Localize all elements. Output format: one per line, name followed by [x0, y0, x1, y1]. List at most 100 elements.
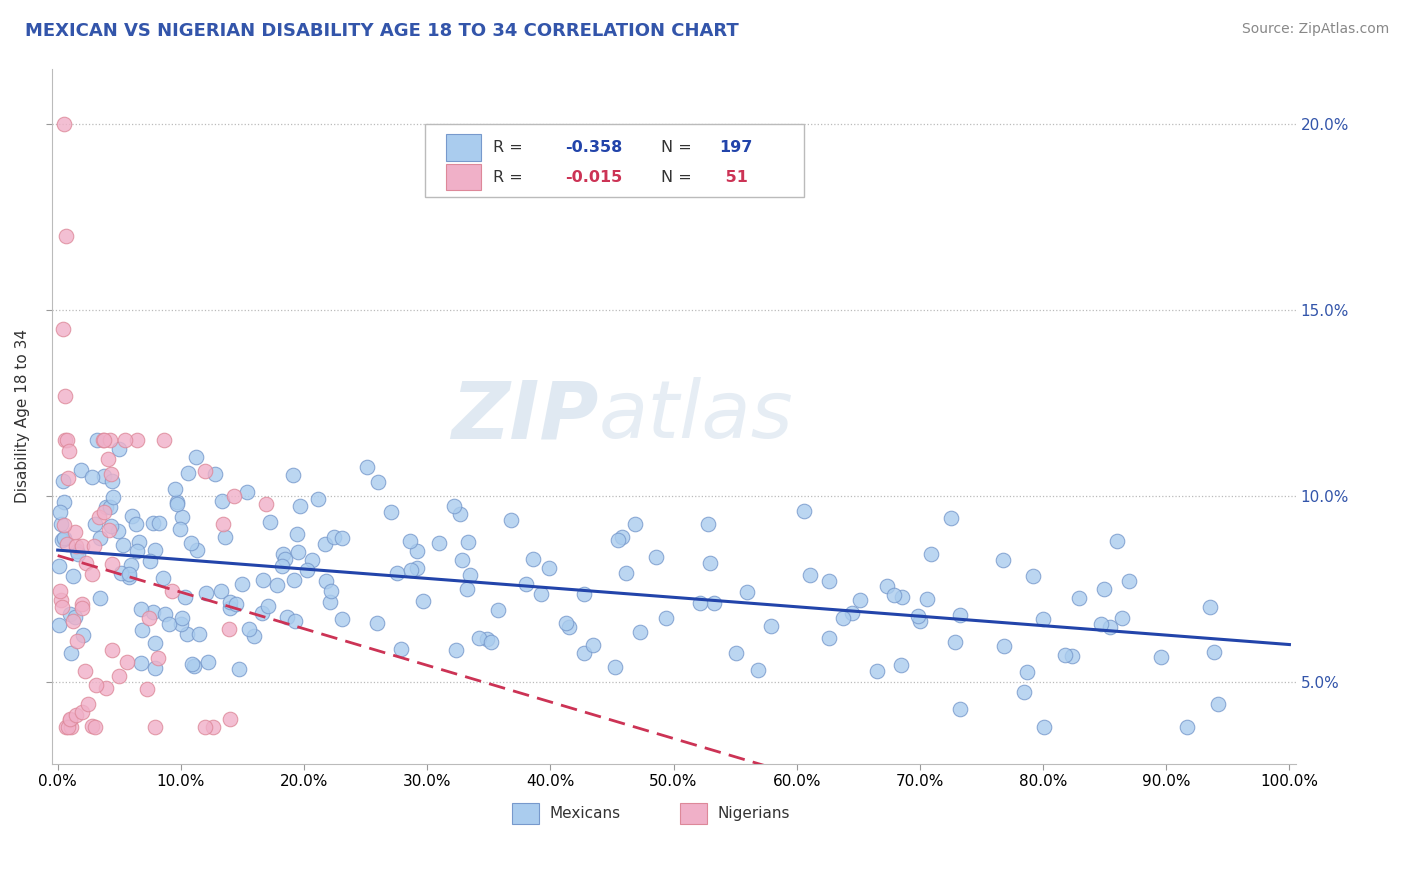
Point [56, 537, 79, 551]
Point [1107, 533, 1129, 548]
Point [818, 574, 841, 588]
Point [170, 510, 193, 524]
Bar [446, 164, 481, 190]
Point [427, 536, 450, 550]
Point [224, 489, 246, 503]
Point [155, 607, 177, 622]
Point [83, 720, 105, 734]
Point [197, 655, 219, 669]
Point [86, 678, 108, 692]
Point [456, 582, 478, 597]
Point [614, 566, 637, 580]
Point [75, 664, 97, 678]
Point [211, 517, 233, 532]
Point [83, 539, 105, 553]
Point [366, 615, 388, 630]
Point [98, 434, 121, 448]
Point [67, 547, 90, 561]
Point [468, 632, 491, 646]
Point [380, 505, 402, 519]
Point [118, 566, 141, 581]
Point [295, 563, 318, 577]
Point [114, 434, 136, 448]
Point [319, 595, 342, 609]
Point [271, 547, 294, 561]
Point [890, 658, 912, 673]
Point [330, 612, 353, 626]
Text: atlas: atlas [599, 377, 793, 455]
Point [444, 643, 467, 657]
Point [128, 534, 150, 549]
Bar [679, 804, 707, 824]
Point [284, 614, 307, 628]
Point [49, 505, 72, 519]
Point [628, 625, 651, 640]
Point [107, 669, 129, 683]
Point [242, 629, 264, 643]
Point [56, 471, 79, 485]
Point [62, 614, 84, 628]
Point [793, 504, 815, 518]
Point [759, 619, 782, 633]
Point [75, 556, 97, 570]
Point [166, 497, 188, 511]
Point [115, 655, 138, 669]
Point [65, 708, 87, 723]
Point [174, 590, 197, 604]
Text: R =: R = [494, 169, 529, 185]
Point [211, 493, 233, 508]
Point [907, 609, 929, 624]
Point [1150, 650, 1173, 665]
Point [49, 592, 72, 607]
Point [101, 475, 124, 489]
Point [52, 495, 75, 509]
Point [214, 529, 236, 543]
Point [406, 561, 429, 575]
Point [406, 543, 429, 558]
Point [125, 516, 148, 531]
Point [125, 434, 148, 448]
Point [322, 530, 344, 544]
Point [60, 720, 83, 734]
Point [747, 663, 769, 677]
Point [184, 450, 207, 464]
Point [157, 616, 180, 631]
Point [449, 507, 471, 521]
Point [181, 657, 204, 672]
Point [948, 607, 970, 622]
Point [59, 712, 82, 726]
Point [53, 533, 76, 547]
Point [1206, 698, 1229, 712]
Point [908, 615, 931, 629]
Point [236, 485, 259, 500]
Point [832, 611, 855, 625]
Point [48, 618, 70, 632]
Point [991, 553, 1014, 567]
Text: 51: 51 [720, 169, 748, 185]
Point [515, 577, 537, 591]
Point [170, 617, 193, 632]
Point [941, 511, 963, 525]
Point [799, 568, 821, 582]
Point [93, 434, 115, 448]
Point [176, 627, 198, 641]
Point [522, 552, 544, 566]
Point [271, 558, 294, 573]
Point [121, 508, 143, 523]
Point [385, 566, 408, 580]
Point [48, 559, 70, 574]
Point [259, 516, 281, 530]
Point [72, 601, 94, 615]
Point [1202, 645, 1225, 659]
Point [107, 524, 129, 538]
Point [735, 584, 758, 599]
Point [111, 538, 134, 552]
Point [55, 228, 77, 243]
Point [610, 530, 633, 544]
Point [170, 611, 193, 625]
Point [98, 500, 121, 514]
Point [131, 601, 153, 615]
Point [285, 526, 308, 541]
Point [231, 577, 253, 591]
Point [125, 543, 148, 558]
